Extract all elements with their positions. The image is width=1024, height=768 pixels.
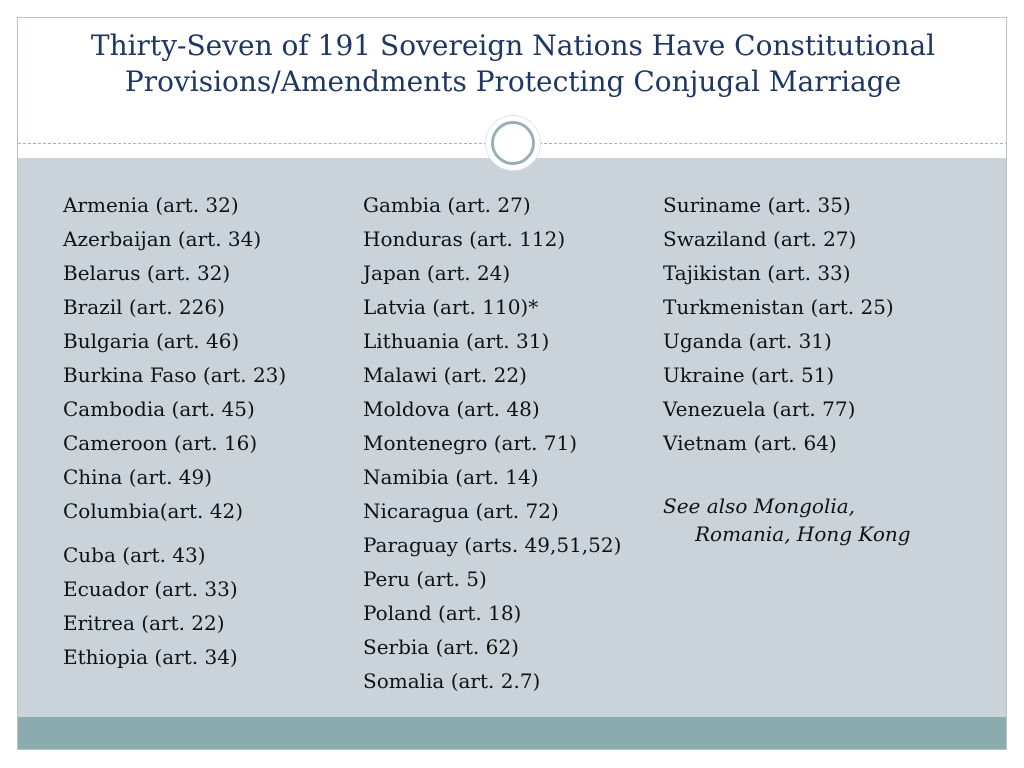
list-item: Turkmenistan (art. 25) [663, 295, 894, 319]
list-item: Cuba (art. 43) [63, 543, 206, 567]
country-column-2: Gambia (art. 27) Honduras (art. 112) Jap… [363, 190, 621, 700]
list-item: Brazil (art. 226) [63, 295, 225, 319]
list-item: Serbia (art. 62) [363, 635, 519, 659]
title-line-1: Thirty-Seven of 191 Sovereign Nations Ha… [90, 29, 936, 62]
list-item: Suriname (art. 35) [663, 193, 851, 217]
country-column-3: Suriname (art. 35) Swaziland (art. 27) T… [663, 190, 911, 548]
list-item: Cambodia (art. 45) [63, 397, 255, 421]
list-item: Vietnam (art. 64) [663, 431, 837, 455]
list-item: Ecuador (art. 33) [63, 577, 238, 601]
list-item: Ethiopia (art. 34) [63, 645, 238, 669]
list-item: Honduras (art. 112) [363, 227, 566, 251]
list-item: Venezuela (art. 77) [663, 397, 856, 421]
list-item: Poland (art. 18) [363, 601, 522, 625]
list-item: Eritrea (art. 22) [63, 611, 225, 635]
list-item: Somalia (art. 2.7) [363, 669, 541, 693]
list-item: Belarus (art. 32) [63, 261, 231, 285]
list-item: Azerbaijan (art. 34) [63, 227, 262, 251]
see-also-line-2: Romania, Hong Kong [695, 522, 911, 546]
list-item: Swaziland (art. 27) [663, 227, 857, 251]
list-item: Japan (art. 24) [363, 261, 511, 285]
list-item: Gambia (art. 27) [363, 193, 531, 217]
ring-icon [491, 121, 535, 165]
see-also-note: See also Mongolia, Romania, Hong Kong [663, 492, 911, 548]
list-item: Uganda (art. 31) [663, 329, 832, 353]
slide-title: Thirty-Seven of 191 Sovereign Nations Ha… [18, 28, 1006, 100]
list-item: Paraguay (arts. 49,51,52) [363, 533, 622, 557]
list-item: Cameroon (art. 16) [63, 431, 258, 455]
list-item: Ukraine (art. 51) [663, 363, 835, 387]
list-item: Namibia (art. 14) [363, 465, 539, 489]
content-panel [18, 158, 1006, 717]
list-item: Moldova (art. 48) [363, 397, 540, 421]
country-column-1: Armenia (art. 32) Azerbaijan (art. 34) B… [63, 190, 286, 676]
list-item: China (art. 49) [63, 465, 213, 489]
list-item: Tajikistan (art. 33) [663, 261, 851, 285]
list-item: Burkina Faso (art. 23) [63, 363, 287, 387]
list-item: Armenia (art. 32) [63, 193, 239, 217]
list-item: Bulgaria (art. 46) [63, 329, 240, 353]
list-item: Nicaragua (art. 72) [363, 499, 559, 523]
list-item: Lithuania (art. 31) [363, 329, 550, 353]
slide: Thirty-Seven of 191 Sovereign Nations Ha… [17, 17, 1007, 750]
list-item: Peru (art. 5) [363, 567, 487, 591]
circle-ornament-icon [486, 116, 540, 170]
list-item: Montenegro (art. 71) [363, 431, 578, 455]
title-line-2: Provisions/Amendments Protecting Conjuga… [124, 65, 902, 98]
see-also-line-1: See also Mongolia, [663, 494, 856, 518]
footer-bar [18, 717, 1006, 749]
list-item: Latvia (art. 110)* [363, 295, 539, 319]
list-item: Malawi (art. 22) [363, 363, 527, 387]
list-item: Columbia(art. 42) [63, 499, 243, 523]
